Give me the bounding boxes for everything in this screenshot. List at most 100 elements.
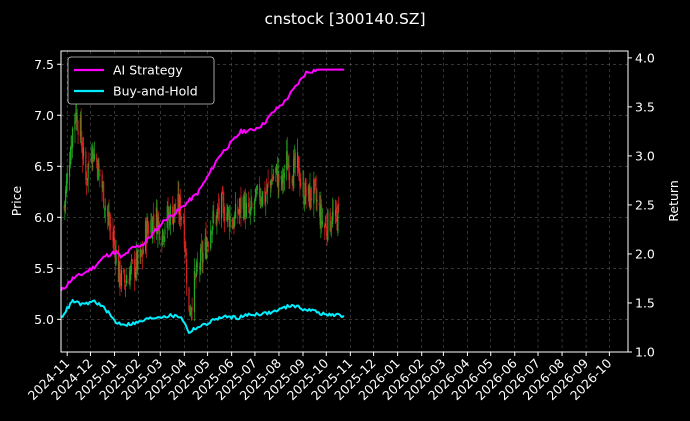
left-tick-label: 7.0 xyxy=(34,108,54,123)
candle-body xyxy=(303,203,306,205)
ai-strategy-line xyxy=(60,68,345,292)
candle-body xyxy=(255,192,258,194)
candle-body xyxy=(65,189,67,203)
candle-body xyxy=(123,269,125,273)
candle-body xyxy=(196,261,198,275)
candle-body xyxy=(310,188,312,201)
candle-body xyxy=(167,208,169,218)
left-tick-label: 6.0 xyxy=(34,210,54,225)
candle-body xyxy=(202,252,204,263)
candle-body xyxy=(63,206,65,208)
candle-body xyxy=(129,271,131,286)
candle-body xyxy=(141,251,144,257)
candle-body xyxy=(226,213,228,221)
candle-body xyxy=(150,219,152,233)
candle-body xyxy=(75,113,78,122)
candle-body xyxy=(108,211,110,225)
candle-body xyxy=(81,141,83,152)
candle-body xyxy=(319,206,321,225)
candle-body xyxy=(299,178,301,187)
candle-body xyxy=(217,208,219,210)
candle-body xyxy=(172,214,175,226)
candle-body xyxy=(201,247,203,262)
y-axis-label-right: Return xyxy=(666,180,681,221)
x-axis-ticks: 2024-112024-122025-012025-022025-032025-… xyxy=(25,352,615,403)
candle-body xyxy=(119,260,121,286)
candle-body xyxy=(85,151,87,181)
candle-body xyxy=(75,111,77,121)
candle-body xyxy=(275,167,277,173)
candle-body xyxy=(248,209,251,214)
candle-body xyxy=(283,172,285,178)
candle-body xyxy=(118,261,120,282)
candle-body xyxy=(233,221,235,229)
candle-body xyxy=(315,187,317,201)
candle-body xyxy=(158,220,160,222)
right-tick-label: 1.0 xyxy=(635,345,655,360)
grid-lines xyxy=(61,51,628,352)
candle-body xyxy=(321,220,323,225)
candle-body xyxy=(162,229,164,242)
candle-body xyxy=(92,145,94,159)
candle-body xyxy=(148,229,150,235)
candle-body xyxy=(76,115,78,130)
candle-body xyxy=(124,274,126,283)
candle-body xyxy=(204,238,206,251)
candle-body xyxy=(68,165,71,177)
candle-body xyxy=(152,216,154,223)
candle-body xyxy=(182,220,185,222)
candle-body xyxy=(216,211,218,224)
candle-body xyxy=(156,208,158,234)
candle-body xyxy=(126,280,128,283)
candle-body xyxy=(255,189,257,201)
candle-body xyxy=(200,244,202,250)
candle-body xyxy=(227,206,229,216)
candle-body xyxy=(147,223,149,230)
candle-body xyxy=(139,249,141,259)
candlestick-series xyxy=(63,102,340,322)
candle-body xyxy=(276,166,279,187)
candle-body xyxy=(313,178,315,204)
candle-body xyxy=(272,176,275,179)
candle-body xyxy=(134,259,136,278)
candle-body xyxy=(112,231,114,241)
candle-body xyxy=(140,249,142,257)
candle-body xyxy=(168,212,171,227)
candle-body xyxy=(193,270,196,312)
candle-body xyxy=(163,237,165,242)
candle-body xyxy=(309,186,311,209)
left-axis-ticks: 5.0 5.5 6.0 6.5 7.0 7.5 xyxy=(34,57,61,327)
candle-body xyxy=(106,206,109,217)
candle-body xyxy=(254,198,256,204)
candle-body xyxy=(259,198,261,202)
candle-body xyxy=(320,204,322,228)
candle-body xyxy=(191,307,193,311)
candle-body xyxy=(281,178,283,185)
candle-body xyxy=(130,259,133,262)
candle-body xyxy=(325,226,327,232)
candle-body xyxy=(238,211,240,213)
candle-body xyxy=(141,250,143,255)
candle-body xyxy=(261,201,263,203)
candle-body xyxy=(321,204,323,222)
candle-body xyxy=(338,203,340,207)
candle-body xyxy=(238,209,240,214)
candle-body xyxy=(221,189,223,195)
candle-body xyxy=(134,272,137,279)
candle-body xyxy=(69,160,71,166)
candle-body xyxy=(93,153,95,160)
candle-body xyxy=(103,181,105,208)
candle-body xyxy=(258,184,261,198)
candle-body xyxy=(72,128,74,148)
candle-body xyxy=(137,249,139,270)
candle-body xyxy=(210,232,213,235)
candle-body xyxy=(98,163,100,169)
candle-body xyxy=(294,152,296,168)
candle-body xyxy=(234,203,237,218)
candle-body xyxy=(117,249,119,283)
candle-body xyxy=(262,191,264,205)
candle-body xyxy=(327,209,329,240)
candle-body xyxy=(151,220,153,236)
candle-body xyxy=(234,214,236,226)
candle-body xyxy=(278,174,280,183)
